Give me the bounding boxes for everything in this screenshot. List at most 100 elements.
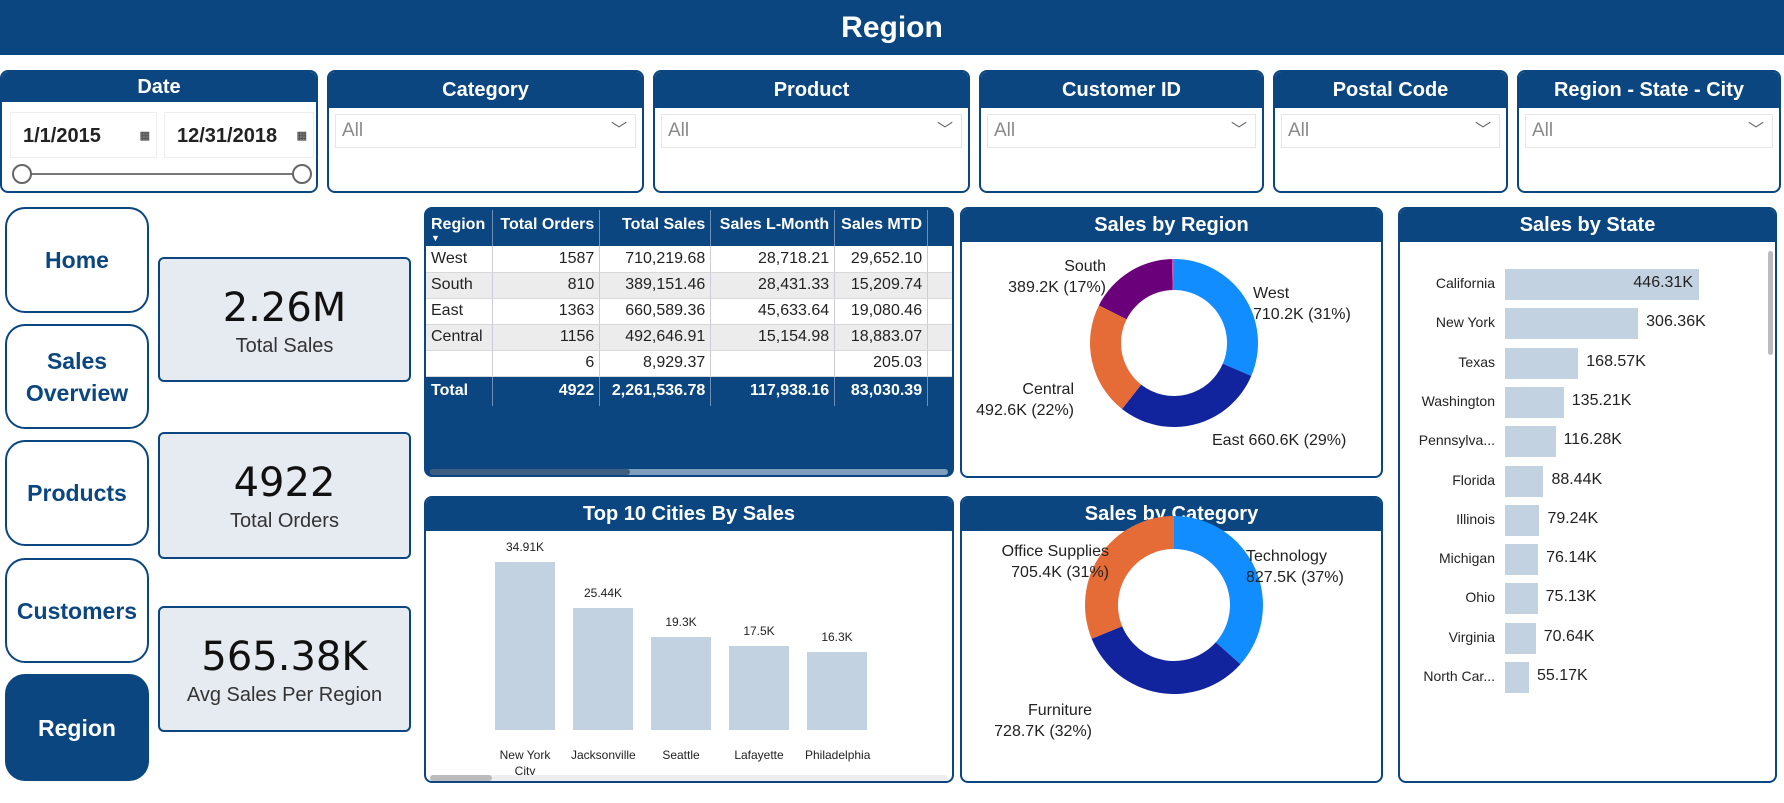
bar[interactable]	[1505, 465, 1544, 497]
bar[interactable]	[651, 637, 711, 730]
product-dropdown[interactable]: All ﹀	[661, 114, 962, 148]
bar[interactable]	[1505, 583, 1538, 615]
table-scrollbar-thumb[interactable]	[430, 469, 630, 475]
calendar-icon[interactable]: ▦	[296, 130, 307, 142]
kpi-label: Avg Sales Per Region	[186, 684, 383, 706]
table-cell: 15,154.98	[710, 324, 836, 351]
table-row[interactable]: 6 8,929.37 205.03	[426, 350, 952, 377]
postal-code-value: All	[1288, 120, 1310, 141]
column-header-sales-mtd[interactable]: Sales MTD	[834, 210, 929, 246]
date-range-track[interactable]	[22, 173, 302, 175]
x-axis-label: Seattle	[662, 748, 700, 762]
donut-slice-office-supplies[interactable]	[1085, 516, 1174, 639]
start-date-value: 1/1/2015	[23, 125, 101, 147]
data-label: 16.3K	[821, 629, 853, 644]
total-cell: 117,938.16	[710, 376, 836, 406]
table-cell-truncated	[927, 272, 952, 299]
column-header-region[interactable]: Region ▼	[426, 210, 494, 246]
data-label: 88.44K	[1551, 470, 1603, 488]
y-axis-label: Ohio	[1465, 589, 1495, 606]
table-cell: 389,151.46	[599, 272, 712, 299]
y-axis-label: North Car...	[1423, 668, 1495, 684]
postal-code-slicer: Postal Code All ﹀	[1273, 70, 1508, 193]
x-axis-label: Lafayette	[734, 748, 784, 762]
bar[interactable]	[1505, 622, 1536, 654]
kpi-value: 565.38K	[201, 634, 368, 680]
bar[interactable]	[1505, 308, 1639, 340]
start-date-handle[interactable]	[12, 164, 32, 184]
y-axis-label: Florida	[1452, 471, 1495, 488]
table-horizontal-scrollbar[interactable]	[430, 469, 948, 475]
donut-slice-blank[interactable]	[1171, 259, 1174, 291]
region-state-city-dropdown[interactable]: All ﹀	[1525, 114, 1773, 148]
customer-id-slicer: Customer ID All ﹀	[979, 70, 1264, 193]
start-date-input[interactable]: 1/1/2015 ▦	[10, 112, 157, 158]
end-date-handle[interactable]	[292, 164, 312, 184]
donut-slice-west[interactable]	[1174, 259, 1258, 376]
donut-slice-technology[interactable]	[1174, 516, 1263, 665]
bar[interactable]	[729, 645, 789, 730]
table-row[interactable]: South 810 389,151.46 28,431.33 15,209.74	[426, 272, 952, 299]
table-row[interactable]: East 1363 660,589.36 45,633.64 19,080.46	[426, 298, 952, 325]
bar[interactable]	[1505, 386, 1564, 418]
chevron-down-icon: ﹀	[610, 122, 627, 139]
chart-horizontal-scrollbar[interactable]	[430, 775, 948, 781]
column-header-total-sales[interactable]: Total Sales	[599, 210, 712, 246]
bar[interactable]	[1505, 347, 1579, 379]
nav-products-button[interactable]: Products	[5, 440, 149, 546]
column-header-sales-l-month[interactable]: Sales L-Month	[710, 210, 836, 246]
bar[interactable]	[1505, 269, 1699, 300]
donut-slice-south[interactable]	[1098, 259, 1173, 320]
table-header-row: Region ▼ Total Orders Total Sales Sales L…	[426, 210, 952, 246]
data-label: 70.64K	[1543, 627, 1595, 645]
total-cell: 83,030.39	[834, 376, 929, 406]
calendar-icon[interactable]: ▦	[139, 130, 150, 142]
bar[interactable]	[495, 562, 555, 730]
sales-by-category-panel: Sales by Category Technology 827.5K (37%)…	[960, 496, 1383, 783]
nav-home-button[interactable]: Home	[5, 207, 149, 313]
column-header-total-orders[interactable]: Total Orders	[492, 210, 601, 246]
table-cell: 8,929.37	[599, 350, 712, 377]
end-date-value: 12/31/2018	[177, 125, 278, 147]
bar[interactable]	[1505, 426, 1556, 458]
nav-customers-button[interactable]: Customers	[5, 558, 149, 663]
data-label: 76.14K	[1546, 549, 1597, 567]
table-cell	[426, 350, 494, 377]
data-label: 116.28K	[1563, 431, 1622, 449]
nav-region-button[interactable]: Region	[5, 674, 149, 781]
legend-label-east: East 660.6K (29%)	[1212, 432, 1347, 449]
chart-scrollbar-thumb[interactable]	[430, 775, 492, 781]
kpi-total-sales: 2.26M Total Sales	[158, 257, 411, 382]
bar[interactable]	[1505, 504, 1540, 536]
donut-slice-central[interactable]	[1090, 305, 1142, 410]
category-dropdown[interactable]: All ﹀	[335, 114, 636, 148]
table-row[interactable]: Central 1156 492,646.91 15,154.98 18,883.07	[426, 324, 952, 351]
region-state-city-slicer-title: Region - State - City	[1519, 72, 1779, 108]
data-label: 79.24K	[1547, 509, 1599, 527]
table-cell: 18,883.07	[834, 324, 929, 351]
total-cell: Total	[426, 376, 494, 406]
bar[interactable]	[807, 651, 867, 730]
data-label: 306.36K	[1646, 313, 1706, 331]
postal-code-slicer-title: Postal Code	[1275, 72, 1506, 108]
kpi-label: Total Sales	[235, 335, 334, 357]
data-label: 446.31K	[1633, 274, 1693, 291]
vertical-scrollbar[interactable]	[1768, 251, 1773, 355]
donut-slice-furniture[interactable]	[1091, 626, 1241, 694]
end-date-input[interactable]: 12/31/2018 ▦	[164, 112, 314, 158]
table-cell-truncated	[927, 298, 952, 325]
bar[interactable]	[573, 607, 633, 730]
postal-code-dropdown[interactable]: All ﹀	[1281, 114, 1500, 148]
table-row[interactable]: West 1587 710,219.68 28,718.21 29,652.10	[426, 246, 952, 273]
page-title: Region	[0, 0, 1784, 55]
bar[interactable]	[1505, 662, 1529, 693]
donut-slice-east[interactable]	[1122, 363, 1252, 427]
customer-id-dropdown[interactable]: All ﹀	[987, 114, 1256, 148]
chevron-down-icon: ﹀	[1230, 122, 1247, 139]
bar[interactable]	[1505, 544, 1539, 576]
x-axis-label: Jacksonville	[571, 748, 636, 762]
table-cell: 205.03	[834, 350, 929, 377]
table-cell: 810	[492, 272, 601, 299]
nav-sales-overview-button[interactable]: Sales Overview	[5, 324, 149, 429]
y-axis-label: New York	[1435, 314, 1495, 331]
